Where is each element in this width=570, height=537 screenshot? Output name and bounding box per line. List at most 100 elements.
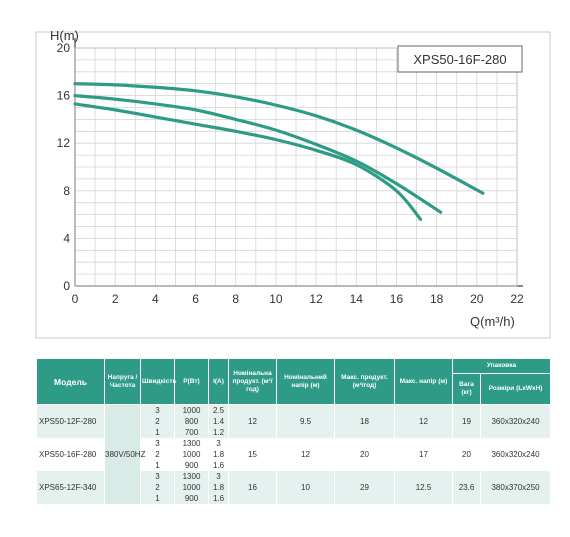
- table-row: 1 900 1.6: [37, 493, 551, 504]
- cell-power: 1000: [174, 404, 209, 416]
- cell-current: 3: [208, 438, 229, 449]
- cell-speed: 3: [140, 471, 175, 482]
- header-power: P(Вт): [174, 358, 209, 405]
- cell-model: XPS50-12F-280: [36, 404, 105, 438]
- chart-title: XPS50-16F-280: [413, 52, 506, 67]
- y-tick-label: 16: [57, 89, 71, 103]
- table-row: 2 1000 1.8: [37, 449, 551, 460]
- y-tick-label: 8: [63, 184, 70, 198]
- cell-speed: 1: [140, 460, 175, 471]
- cell-power: 1300: [174, 438, 209, 449]
- cell-speed: 3: [140, 404, 175, 416]
- model-label-box: XPS50-16F-280: [397, 45, 523, 73]
- chart-svg: 0 2 4 6 8 10 12 14 16 18 20 22 0 4 8 12 16 20 H(m) Q(m³/h…: [35, 28, 551, 339]
- x-tick-label: 2: [112, 292, 119, 306]
- cell-speed: 2: [140, 416, 175, 427]
- chart-axes: [74, 38, 523, 287]
- y-tick-label: 12: [57, 136, 71, 150]
- speed-curve-2: [73, 94, 443, 214]
- performance-chart: 0 2 4 6 8 10 12 14 16 18 20 22 0 4 8 12 16 20 H(m) Q(m³/h…: [35, 28, 551, 339]
- cell-weight: 23.6: [452, 471, 481, 504]
- cell-nom-head: 12: [276, 438, 335, 471]
- cell-dims: 360x320x240: [480, 404, 551, 438]
- speed-curve-1: [73, 82, 485, 195]
- cell-current: 3: [208, 471, 229, 482]
- y-tick-label: 20: [57, 41, 71, 55]
- table-row: XPS50-12F-280 380V/50HZ 3 1000 2.5 12 9.5 18 12 1…: [36, 404, 551, 504]
- cell-weight: 20: [452, 438, 481, 471]
- cell-current: 1.6: [208, 493, 229, 504]
- table-row: 2 800 1.4: [37, 416, 551, 427]
- x-axis-label: Q(m³/h): [470, 314, 515, 329]
- cell-dims: 360x320x240: [480, 438, 551, 471]
- cell-nom-flow: 16: [228, 471, 277, 504]
- x-tick-label: 22: [510, 292, 524, 306]
- header-dims: Розміри (LxWxH): [480, 373, 551, 405]
- x-tick-label: 20: [470, 292, 484, 306]
- x-tick-label: 6: [192, 292, 199, 306]
- header-model: Модель: [36, 358, 105, 405]
- cell-power: 700: [174, 427, 209, 438]
- cell-speed: 3: [140, 438, 175, 449]
- cell-power: 900: [174, 493, 209, 504]
- cell-voltage: 380V/50HZ: [104, 404, 145, 504]
- plot-border: [74, 47, 518, 287]
- table-row: 1 900 1.6: [37, 460, 551, 471]
- cell-nom-flow: 15: [228, 438, 277, 471]
- header-nom-flow: Номінальна продукт. (м³/год): [228, 358, 277, 405]
- chart-grid: [74, 47, 518, 287]
- cell-current: 1.8: [208, 482, 229, 493]
- chart-curves: [73, 82, 485, 221]
- x-tick-label: 16: [390, 292, 404, 306]
- cell-current: 2.5: [208, 404, 229, 416]
- cell-speed: 2: [140, 482, 175, 493]
- cell-model: XPS65-12F-340: [36, 471, 105, 504]
- cell-max-head: 12.5: [394, 471, 453, 504]
- cell-power: 1000: [174, 449, 209, 460]
- header-packing: Упаковка: [452, 358, 551, 374]
- header-current: I(A): [208, 358, 229, 405]
- table-header: Модель Напруга /Частота Швидкість P(Вт) …: [36, 358, 551, 405]
- cell-speed: 1: [140, 427, 175, 438]
- speed-curve-3: [73, 102, 423, 221]
- table-body: XPS50-12F-280 380V/50HZ 3 1000 2.5 12 9.5 18 12 1…: [36, 404, 551, 504]
- x-tick-label: 18: [430, 292, 444, 306]
- header-speed: Швидкість: [140, 358, 177, 405]
- cell-current: 1.2: [208, 427, 229, 438]
- cell-speed: 2: [140, 449, 175, 460]
- cell-weight: 19: [452, 404, 481, 438]
- table-row: 1 700 1.2: [37, 427, 551, 438]
- header-max-flow: Макс. продукт. (м³/год): [334, 358, 395, 405]
- cell-power: 800: [174, 416, 209, 427]
- y-tick-label: 4: [63, 231, 70, 245]
- x-tick-label: 4: [152, 292, 159, 306]
- cell-power: 1300: [174, 471, 209, 482]
- cell-power: 900: [174, 460, 209, 471]
- chart-frame: [35, 31, 551, 339]
- cell-max-head: 12: [394, 404, 453, 438]
- table-row: 2 1000 1.8: [37, 482, 551, 493]
- header-max-head: Макс. напір (м): [394, 358, 453, 405]
- x-tick-label: 0: [72, 292, 79, 306]
- y-axis-label: H(m): [50, 28, 79, 43]
- chart-ticks: 0 2 4 6 8 10 12 14 16 18 20 22 0 4 8 12 16 20: [57, 41, 524, 306]
- cell-max-flow: 20: [334, 438, 395, 471]
- cell-model: XPS50-16F-280: [36, 438, 105, 471]
- header-nom-head: Номінальний напір (м): [276, 358, 335, 405]
- cell-nom-flow: 12: [228, 404, 277, 438]
- header-weight: Вага (кг): [452, 373, 481, 405]
- cell-nom-head: 10: [276, 471, 335, 504]
- table-row: XPS50-16F-280 3 1300 3 15 12 20 17 20 360x320x240: [36, 438, 551, 471]
- spec-table-grid: Модель Напруга /Частота Швидкість P(Вт) …: [36, 358, 551, 504]
- cell-current: 1.4: [208, 416, 229, 427]
- cell-nom-head: 9.5: [276, 404, 335, 438]
- x-tick-label: 12: [309, 292, 323, 306]
- x-tick-label: 8: [232, 292, 239, 306]
- x-tick-label: 14: [350, 292, 364, 306]
- cell-current: 1.8: [208, 449, 229, 460]
- cell-power: 1000: [174, 482, 209, 493]
- header-voltage: Напруга /Частота: [104, 358, 141, 405]
- cell-speed: 1: [140, 493, 175, 504]
- cell-current: 1.6: [208, 460, 229, 471]
- spec-table: Модель Напруга /Частота Швидкість P(Вт) …: [36, 358, 551, 504]
